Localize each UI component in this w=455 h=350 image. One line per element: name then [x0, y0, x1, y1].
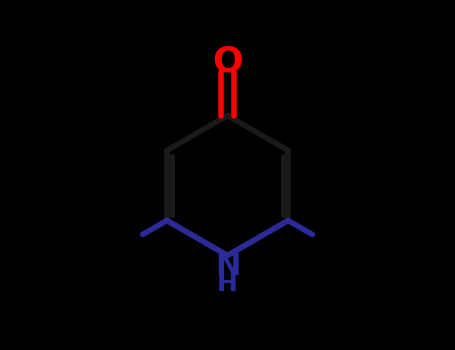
- Text: O: O: [212, 44, 243, 78]
- Text: N: N: [215, 252, 240, 281]
- Text: H: H: [217, 272, 238, 296]
